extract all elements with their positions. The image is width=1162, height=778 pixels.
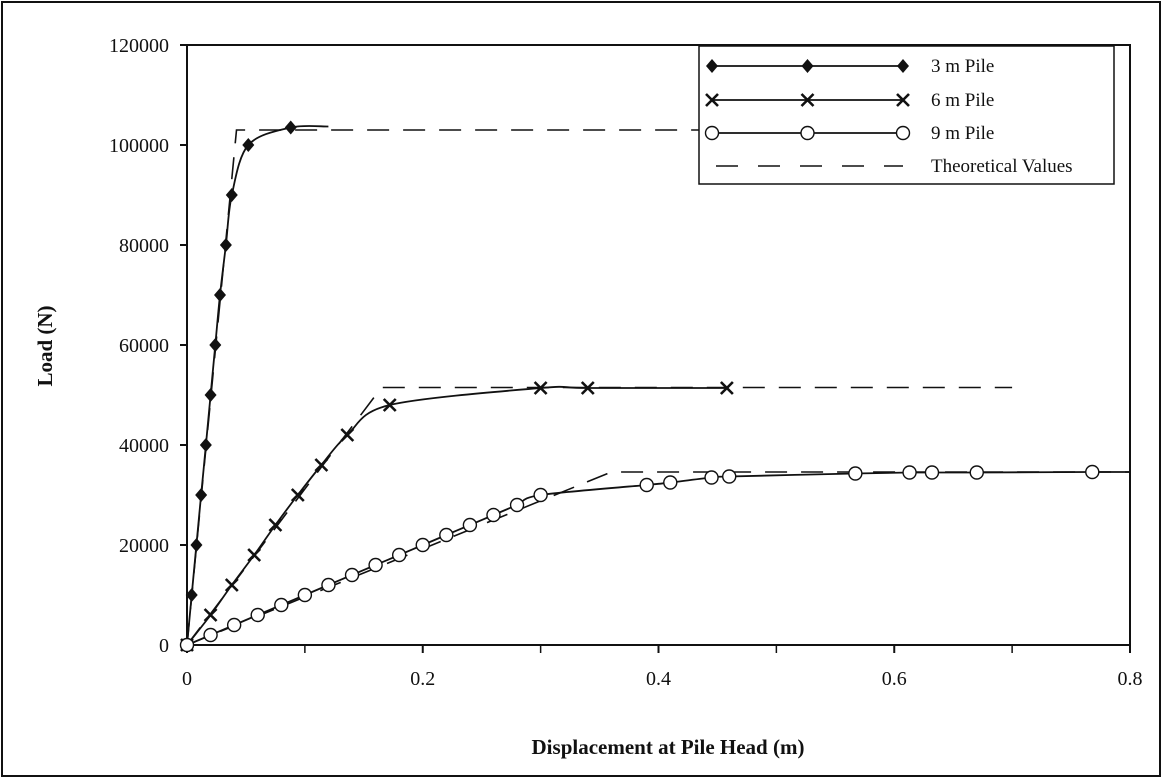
y-tick-label: 0 [159, 635, 169, 657]
6-m-pile-point [580, 381, 595, 395]
y-tick-label: 100000 [109, 135, 169, 157]
6-m-pile-point [382, 398, 397, 412]
3-m-pile-point [185, 588, 198, 602]
legend-label: 9 m Pile [931, 123, 994, 144]
9-m-pile-point [226, 617, 242, 633]
3-m-pile-point [214, 288, 227, 302]
9-m-pile-point [1085, 464, 1100, 480]
9-m-pile-point [924, 465, 940, 480]
legend-label: Theoretical Values [931, 156, 1073, 177]
6-m-pile-point [290, 488, 305, 502]
6-m-pile-point [247, 548, 262, 562]
x-tick-label: 0.4 [646, 668, 671, 690]
9-m-pile-point [722, 469, 737, 484]
9-m-pile-point [250, 607, 265, 623]
6-m-pile-point [203, 608, 218, 622]
y-tick-label: 120000 [109, 35, 169, 57]
legend-swatch-marker [705, 93, 719, 107]
y-axis-title: Load (N) [33, 305, 57, 386]
y-tick-label: 20000 [119, 535, 169, 557]
x-tick-label: 0.8 [1118, 668, 1143, 690]
y-tick-label: 40000 [119, 435, 169, 457]
9-m-pile-point [203, 627, 218, 643]
6-m-pile-point [314, 458, 329, 472]
9-m-pile-point [486, 507, 501, 523]
legend-label: 6 m Pile [931, 90, 994, 111]
legend-swatch-marker [704, 125, 720, 141]
x-tick-label: 0 [182, 668, 192, 690]
legend-entry-3-m-pile: 3 m Pile [706, 56, 994, 77]
9-m-pile-point [969, 465, 984, 480]
theoretical-values-line [186, 129, 777, 646]
legend-swatch-marker [801, 59, 814, 73]
9-m-pile-point [462, 517, 478, 533]
legend-entry-theoretical-values: Theoretical Values [716, 156, 1073, 177]
9-m-pile-point [509, 497, 525, 513]
legend-swatch-marker [706, 59, 718, 73]
9-m-pile-point [179, 637, 195, 653]
9-m-pile-point [704, 470, 719, 485]
9-m-pile-point [439, 527, 454, 543]
6-m-pile-point [224, 578, 239, 592]
3-m-pile-point [225, 188, 238, 202]
legend-swatch-marker [896, 93, 910, 107]
9-m-pile-point [321, 577, 336, 593]
9-m-pile-point [415, 537, 430, 553]
3-m-pile-point [242, 138, 255, 152]
3-m-pile-point [195, 488, 208, 502]
9-m-pile-point [274, 597, 289, 613]
6-m-pile-point [340, 428, 355, 442]
legend-swatch-marker [895, 125, 911, 141]
3-m-pile-point [204, 388, 217, 402]
legend-swatch-marker [800, 125, 815, 141]
6-m-pile-point [268, 518, 283, 532]
6-m-pile-point [533, 381, 548, 395]
x-tick-label: 0.2 [410, 668, 435, 690]
x-axis-title: Displacement at Pile Head (m) [532, 735, 805, 759]
y-tick-label: 60000 [119, 335, 169, 357]
legend: 3 m Pile 6 m Pile 9 m Pile Theoretical Valu… [698, 45, 1115, 185]
x-tick-label: 0.6 [882, 668, 907, 690]
3-m-pile-point [190, 538, 203, 552]
9-m-pile-point [663, 475, 678, 490]
6-m-pile-point [719, 381, 734, 395]
3-m-pile-point [219, 238, 232, 252]
legend-swatch-marker [897, 59, 909, 73]
3-m-pile-point [284, 120, 297, 135]
9-m-pile-point [344, 567, 360, 583]
legend-box [698, 45, 1115, 185]
legend-entry-6-m-pile: 6 m Pile [705, 90, 994, 111]
3-m-pile-point [199, 438, 212, 452]
9-m-pile-point [368, 557, 383, 573]
legend-swatch-marker [800, 93, 815, 107]
legend-entry-9-m-pile: 9 m Pile [704, 123, 994, 144]
9-m-pile-point [902, 465, 917, 480]
y-tick-label: 80000 [119, 235, 169, 257]
9-m-pile-point [848, 466, 863, 481]
9-m-pile-point [639, 477, 654, 493]
legend-label: 3 m Pile [931, 56, 994, 77]
axes: 0 20000 40000 60000 80000 100000 120000 0 0.2 0.4… [109, 35, 1143, 690]
9-m-pile-point [297, 587, 313, 603]
3-m-pile-point [209, 338, 222, 352]
data-markers [179, 120, 1100, 653]
9-m-pile-point [533, 487, 548, 503]
9-m-pile-point [391, 547, 407, 563]
